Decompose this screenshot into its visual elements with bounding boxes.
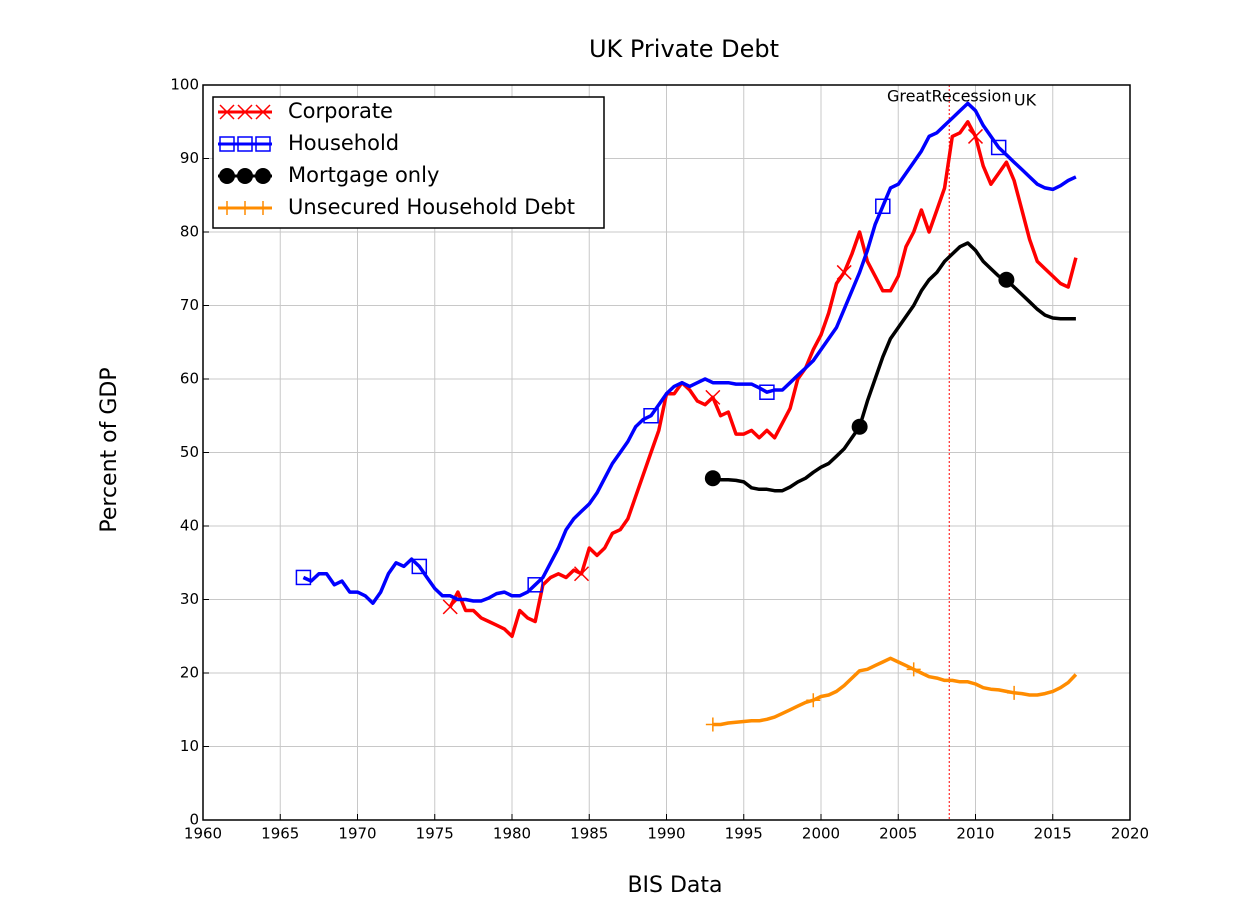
legend-marker [220,201,234,215]
marker [295,569,312,586]
legend-label: Corporate [288,99,393,123]
series-line [302,101,1077,605]
legend-marker [255,136,271,152]
x-tick-label: 1985 [570,825,608,843]
x-tick-label: 1980 [493,825,531,843]
y-tick-label: 90 [180,149,199,167]
marker [704,470,721,487]
chart-title: UK Private Debt [589,35,779,63]
event-label: GreatRecession [887,87,1011,106]
x-tick-label: 2005 [879,825,917,843]
legend-marker [219,136,235,152]
x-tick-label: 1960 [184,825,222,843]
series-line [712,656,1078,727]
x-tick-label: 1975 [416,825,454,843]
y-tick-label: 80 [180,223,199,241]
legend-marker [219,168,235,184]
x-tick-label: 2020 [1111,825,1149,843]
marker [705,389,721,405]
series-label: UK [1014,91,1037,110]
x-axis-label: BIS Data [627,873,722,898]
marker [998,271,1015,288]
legend-marker [237,168,253,184]
y-tick-label: 20 [180,664,199,682]
marker [836,264,852,280]
marker [705,717,720,732]
marker [643,408,659,424]
x-tick-label: 1965 [261,825,299,843]
y-axis-label: Percent of GDP [97,367,122,532]
plot-frame [202,84,1131,821]
y-tick-label: 70 [180,296,199,314]
y-tick-label: 10 [180,737,199,755]
y-tick-label: 50 [180,443,199,461]
x-tick-label: 1970 [338,825,376,843]
x-tick-label: 2000 [802,825,840,843]
marker [759,384,775,400]
marker [806,693,821,708]
legend-marker [255,168,271,184]
y-tick-label: 40 [180,517,199,535]
marker [1007,685,1022,700]
series-line [448,120,1078,639]
marker [967,128,984,144]
x-tick-label: 2010 [956,825,994,843]
legend-marker [237,104,253,120]
legend-marker [238,201,252,215]
marker [527,577,543,593]
marker [851,418,868,435]
legend-marker [256,201,270,215]
x-tick-label: 1990 [647,825,685,843]
marker [875,198,891,215]
x-tick-label: 2015 [1034,825,1072,843]
y-tick-label: 30 [180,590,199,608]
marker [906,662,921,677]
marker [990,139,1007,156]
y-tick-label: 100 [170,76,199,94]
x-tick-label: 1995 [725,825,763,843]
marker [573,566,590,582]
legend-label: Unsecured Household Debt [288,195,575,219]
legend-box [212,96,605,229]
y-tick-label: 60 [180,370,199,388]
legend: Corporate Household Mortgage only Unsecured… [212,96,605,229]
marker [411,558,428,575]
legend-label: Mortgage only [288,163,439,187]
legend-marker [219,104,235,120]
marker [442,599,458,615]
series-line [712,241,1076,493]
legend-marker [237,136,253,152]
legend-label: Household [288,131,399,155]
y-tick-label: 0 [189,811,199,829]
legend-marker [255,104,271,120]
